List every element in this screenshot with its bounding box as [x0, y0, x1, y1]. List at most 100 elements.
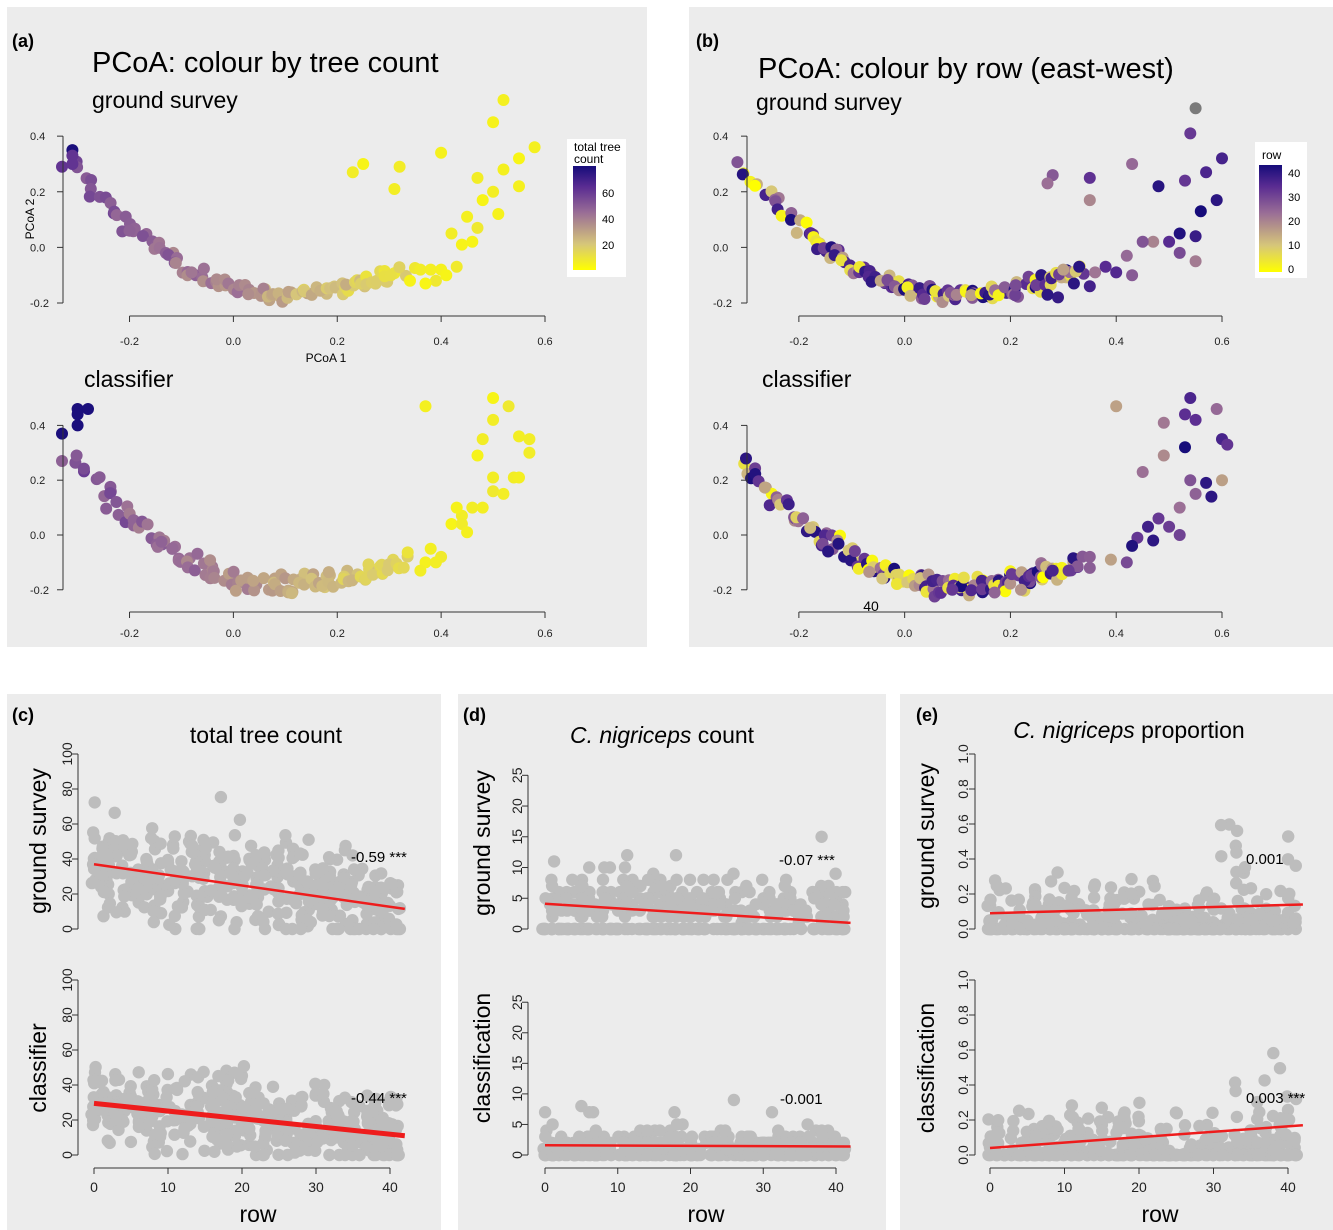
panel-a-xlabel: PCoA 1 [306, 351, 347, 365]
pcoa-point [424, 263, 437, 276]
row-point [361, 1115, 375, 1129]
y-tick-label: 60 [59, 1042, 75, 1058]
y-tick-label: 0.6 [955, 1040, 971, 1060]
pcoa-point [890, 578, 903, 590]
row-point [741, 922, 755, 936]
row-point [221, 1128, 234, 1141]
row-c-subplot-0 [85, 790, 407, 936]
row-point [259, 1128, 272, 1141]
pcoa-point [429, 274, 442, 287]
row-point [1198, 922, 1211, 936]
panel-e-xlabel: row [1141, 1201, 1178, 1227]
pcoa-point [285, 587, 298, 600]
row-point [132, 1066, 145, 1079]
pcoa-point [1184, 474, 1197, 487]
row-point [1249, 922, 1263, 936]
row-point [1169, 1106, 1183, 1119]
pcoa-point [1083, 561, 1096, 574]
row-point [228, 829, 242, 842]
row-point [1007, 1114, 1020, 1128]
pcoa-point [863, 565, 876, 578]
row-point [272, 851, 285, 864]
pcoa-point [946, 583, 959, 596]
row-point [551, 1136, 564, 1150]
pcoa-point [1136, 235, 1149, 248]
row-point [1029, 1129, 1043, 1143]
row-point [236, 1101, 249, 1114]
row-point [836, 885, 849, 899]
pcoa-point [957, 571, 970, 584]
row-point [226, 870, 240, 883]
pcoa-point [1179, 441, 1191, 454]
row-point [1253, 1105, 1266, 1119]
row-point [720, 910, 733, 923]
row-point [1044, 875, 1058, 888]
row-d-subplot-0 [536, 830, 852, 936]
row-point [168, 1128, 181, 1141]
row-point [384, 1119, 397, 1132]
pcoa-point [393, 261, 406, 274]
pcoa-point [1184, 127, 1197, 140]
row-point [678, 922, 691, 936]
pcoa-point [487, 392, 500, 404]
row-point [97, 885, 111, 899]
pcoa-point [804, 521, 817, 534]
row-point [153, 1128, 166, 1142]
row-point [160, 1091, 173, 1104]
row-point [685, 1130, 699, 1143]
x-tick-label: 0 [986, 1179, 994, 1195]
row-point [770, 898, 783, 911]
pcoa-point [487, 485, 500, 498]
row-point [1102, 1147, 1116, 1161]
panel-d-ground-ylabel: ground survey [469, 770, 495, 916]
pcoa-point [257, 572, 270, 585]
fit-line [544, 902, 851, 925]
row-point [1251, 1095, 1264, 1109]
panel-b-title: PCoA: colour by row (east-west) [758, 53, 1174, 85]
pcoa-point [71, 408, 84, 421]
pcoa-point [965, 584, 978, 597]
row-point [1178, 1119, 1192, 1132]
pcoa-point [247, 574, 260, 587]
row-point [184, 829, 197, 843]
row-point [168, 830, 181, 843]
pcoa-point [1136, 466, 1149, 478]
y-tick-label: 25 [509, 767, 525, 783]
row-point [617, 1136, 630, 1150]
pcoa-point [1179, 174, 1191, 187]
row-point [186, 839, 199, 853]
pcoa-point [357, 158, 370, 170]
row-point [1231, 894, 1245, 908]
pcoa-point [1057, 263, 1070, 276]
pcoa-point [110, 496, 123, 508]
row-point [655, 879, 668, 893]
row-point [249, 849, 263, 862]
pcoa-point [976, 583, 989, 596]
row-d-subplot-1 [537, 1093, 852, 1162]
x-tick-label: 20 [234, 1179, 250, 1195]
pcoa-point [1083, 550, 1096, 563]
row-point [1206, 1106, 1219, 1120]
row-point [990, 1148, 1003, 1162]
pcoa-point [471, 171, 484, 184]
row-point [1160, 1122, 1173, 1136]
row-point [124, 848, 137, 861]
panel-c-ground-annotation: -0.59 *** [351, 849, 407, 866]
row-e-subplot-1 [982, 1046, 1304, 1162]
y-tick-label: 0.2 [30, 475, 45, 487]
pcoa-point [904, 289, 917, 302]
pcoa-point [497, 94, 510, 106]
row-point [1058, 881, 1071, 895]
fit-line [989, 1124, 1303, 1150]
row-point [1169, 1148, 1182, 1162]
y-tick-label: 0 [59, 925, 75, 933]
pcoa-point [832, 537, 845, 550]
fit-line [93, 863, 405, 911]
row-point [596, 873, 610, 886]
pcoa-point [1052, 291, 1064, 304]
row-point [772, 1148, 785, 1162]
x-tick-label: 0.0 [897, 336, 912, 348]
row-point [1087, 881, 1101, 894]
row-point [354, 891, 367, 904]
pcoa-point [1147, 235, 1160, 248]
